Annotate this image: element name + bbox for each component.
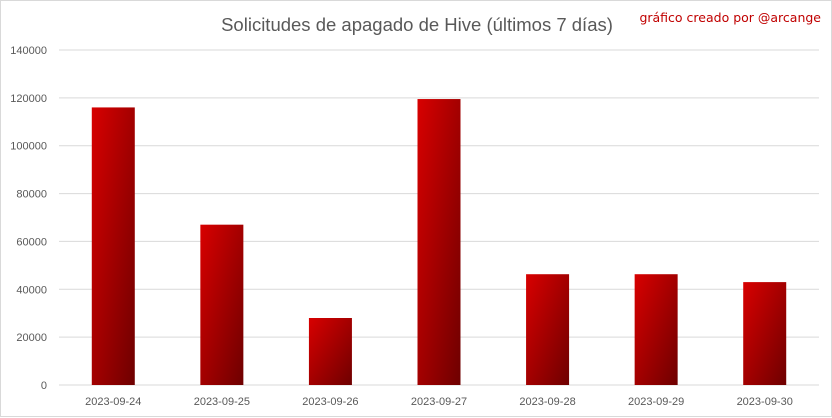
y-tick-label: 140000 (10, 45, 47, 57)
bar-2023-09-29 (634, 274, 678, 385)
bar-2023-09-27 (417, 99, 461, 385)
bar-2023-09-26 (308, 318, 352, 385)
x-tick-label: 2023-09-28 (519, 396, 575, 408)
x-tick-label: 2023-09-27 (411, 396, 467, 408)
bar-2023-09-24 (91, 107, 135, 385)
y-tick-label: 40000 (16, 284, 47, 296)
bar-2023-09-30 (743, 282, 787, 385)
bars (91, 99, 787, 385)
y-tick-label: 0 (41, 380, 47, 392)
bar-2023-09-25 (200, 224, 244, 385)
x-axis-tick-labels: 2023-09-24 2023-09-25 2023-09-26 2023-09-27… (85, 396, 793, 408)
gridlines (59, 49, 819, 386)
y-tick-label: 120000 (10, 93, 47, 105)
chart-credit-annotation: gráfico creado por @arcange (639, 10, 821, 25)
x-tick-label: 2023-09-24 (85, 396, 141, 408)
y-tick-label: 20000 (16, 332, 47, 344)
x-tick-label: 2023-09-26 (302, 396, 358, 408)
x-tick-label: 2023-09-29 (628, 396, 684, 408)
y-tick-label: 100000 (10, 141, 47, 153)
bar-2023-09-28 (526, 274, 570, 385)
chart-title: Solicitudes de apagado de Hive (últimos … (221, 14, 613, 35)
y-tick-label: 60000 (16, 236, 47, 248)
x-tick-label: 2023-09-30 (737, 396, 793, 408)
y-tick-label: 80000 (16, 189, 47, 201)
y-axis-tick-labels: 0 20000 40000 60000 80000 100000 120000 140000 (10, 45, 47, 392)
x-tick-label: 2023-09-25 (194, 396, 250, 408)
